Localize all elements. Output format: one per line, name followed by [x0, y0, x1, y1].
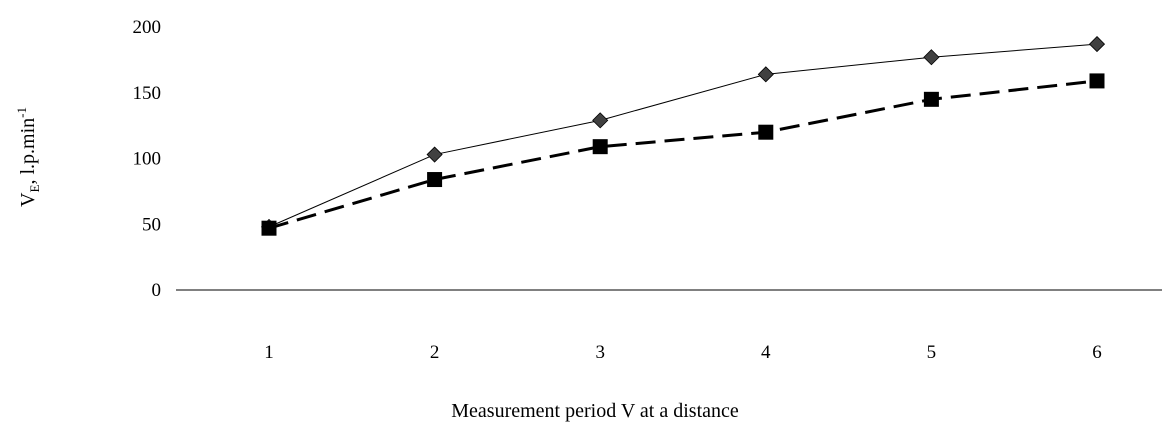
x-tick-label: 6 [1092, 342, 1102, 363]
square-marker [758, 124, 774, 140]
y-tick-label: 0 [152, 280, 162, 301]
series-2-line [268, 79, 1098, 230]
x-axis-title: Measurement period V at a distance [451, 400, 739, 422]
y-tick-label: 50 [142, 214, 161, 235]
y-tick-label: 150 [133, 83, 162, 104]
x-axis-tick-labels: 1 2 3 4 5 6 [264, 342, 1102, 363]
y-axis-tick-labels: 0 50 100 150 200 [133, 17, 162, 301]
y-axis-title-subscript: E [27, 185, 42, 193]
diamond-marker [1088, 36, 1106, 53]
y-tick-label: 200 [133, 17, 162, 38]
y-axis-title-rest: , l.p.min [17, 118, 39, 185]
x-tick-label: 5 [927, 342, 937, 363]
x-tick-label: 4 [761, 342, 771, 363]
series-2 [261, 73, 1105, 236]
y-axis-title: VE, l.p.min-1 [14, 107, 42, 207]
diamond-marker [923, 49, 940, 66]
square-marker [1089, 73, 1105, 89]
series-layer [260, 36, 1106, 236]
series-1 [260, 36, 1106, 235]
square-marker [592, 139, 608, 155]
series-1-line [268, 43, 1098, 228]
x-tick-label: 3 [595, 342, 605, 363]
square-marker [261, 220, 277, 236]
square-marker [427, 172, 443, 188]
y-axis-title-superscript: -1 [14, 107, 29, 118]
diamond-marker [426, 146, 443, 163]
diamond-marker [757, 66, 774, 83]
diamond-marker [592, 112, 609, 129]
square-marker [923, 91, 939, 107]
x-tick-label: 2 [430, 342, 440, 363]
y-tick-label: 100 [133, 149, 162, 170]
y-axis-title-main: V [17, 192, 39, 207]
x-tick-label: 1 [264, 342, 274, 363]
